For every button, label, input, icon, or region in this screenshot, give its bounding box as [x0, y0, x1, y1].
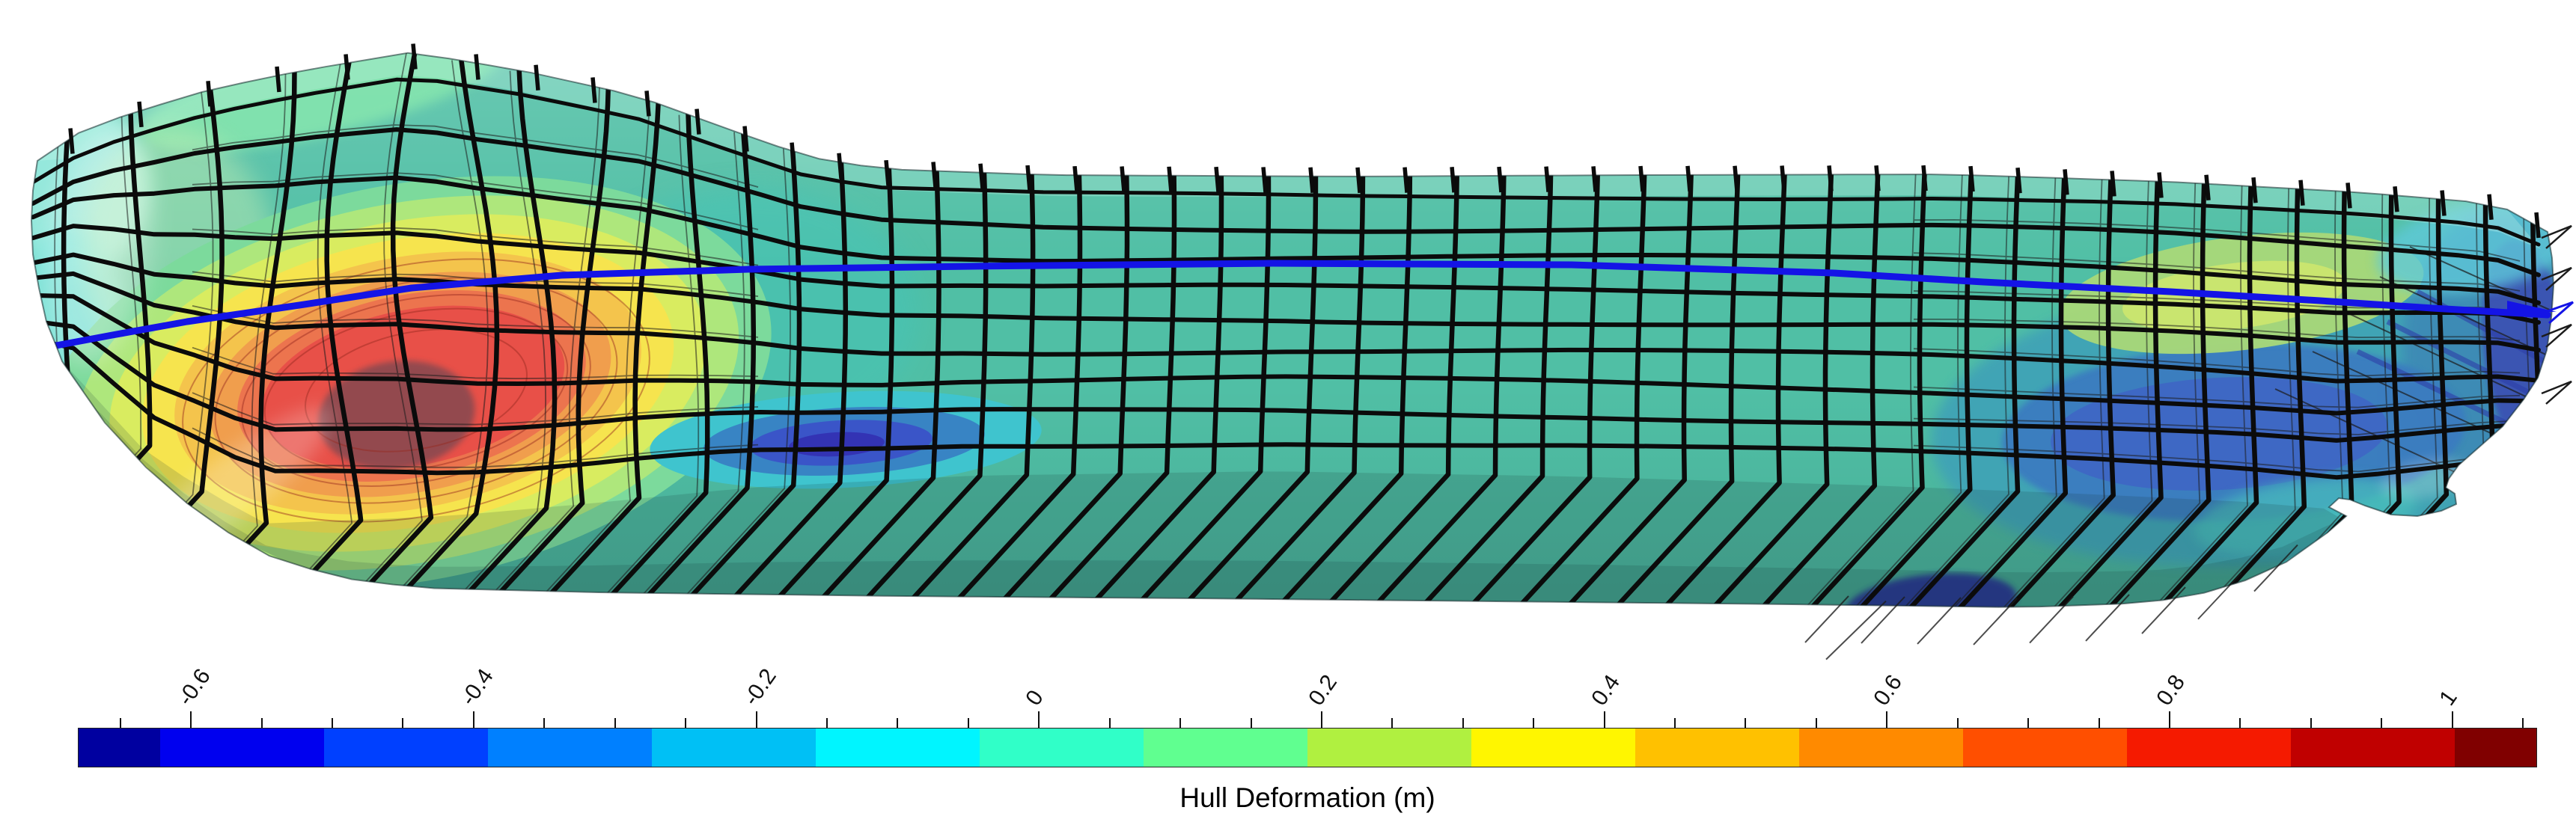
colorbar-minor-tick — [1956, 718, 1959, 728]
colorbar-segment — [79, 729, 161, 767]
colorbar-segment — [980, 729, 1144, 767]
colorbar-minor-tick — [2522, 718, 2524, 728]
colorbar-minor-tick — [1462, 718, 1464, 728]
colorbar-minor-tick — [1108, 718, 1111, 728]
colorbar-tick-label: 1 — [2434, 685, 2462, 711]
contour-patch — [318, 361, 475, 470]
colorbar-segment — [324, 729, 489, 767]
colorbar-major-tick — [472, 711, 474, 728]
colorbar-segment — [2454, 729, 2537, 767]
colorbar-minor-tick — [825, 718, 828, 728]
colorbar-minor-tick — [967, 718, 969, 728]
colorbar-minor-tick — [1533, 718, 1535, 728]
colorbar-tick-label: 0.4 — [1586, 670, 1625, 711]
mesh-overhangs — [30, 43, 2574, 660]
colorbar-tick-label: 0.2 — [1304, 670, 1343, 711]
sheer-line — [31, 77, 2541, 247]
waterline — [52, 260, 2551, 349]
colorbar-segment — [1307, 729, 1471, 767]
colorbar-segment — [2126, 729, 2291, 767]
colorbar-segment — [816, 729, 980, 767]
colorbar-tick-label: 0.8 — [2152, 670, 2191, 711]
colorbar-minor-tick — [1391, 718, 1394, 728]
colorbar-major-tick — [1886, 711, 1888, 728]
colorbar-minor-tick — [685, 718, 687, 728]
colorbar-minor-tick — [2098, 718, 2100, 728]
colorbar-segment — [160, 729, 325, 767]
colorbar-tick-label: 0 — [1021, 685, 1049, 711]
colorbar-major-tick — [755, 711, 757, 728]
colorbar-minor-tick — [119, 718, 121, 728]
colorbar-segment — [1798, 729, 1963, 767]
contour-patch — [1845, 573, 2017, 607]
colorbar-minor-tick — [1815, 718, 1817, 728]
colorbar-segment — [1471, 729, 1635, 767]
colorbar-minor-tick — [331, 718, 333, 728]
colorbar-minor-tick — [2239, 718, 2241, 728]
colorbar-minor-tick — [402, 718, 404, 728]
colorbar-segment — [1635, 729, 1799, 767]
colorbar-tick-label: 0.6 — [1869, 670, 1908, 711]
colorbar-minor-tick — [897, 718, 899, 728]
waterline-end-wedge — [2507, 301, 2557, 312]
colorbar-major-tick — [1603, 711, 1605, 728]
colorbar-minor-tick — [1745, 718, 1747, 728]
colorbar-title: Hull Deformation (m) — [1179, 782, 1435, 813]
colorbar-segment — [2290, 729, 2455, 767]
colorbar-minor-tick — [2381, 718, 2383, 728]
colorbar-segment — [1962, 729, 2127, 767]
colorbar-major-tick — [190, 711, 192, 728]
colorbar-minor-tick — [2027, 718, 2030, 728]
colorbar-tick-label: -0.4 — [455, 664, 498, 711]
colorbar-minor-tick — [260, 718, 263, 728]
colorbar-tick-label: -0.2 — [738, 664, 781, 711]
colorbar-major-tick — [1320, 711, 1322, 728]
colorbar-minor-tick — [2310, 718, 2312, 728]
colorbar-minor-tick — [1674, 718, 1676, 728]
colorbar-segment — [488, 729, 653, 767]
colorbar-major-tick — [1038, 711, 1040, 728]
colorbar-gradient — [78, 728, 2537, 767]
colorbar-major-tick — [2169, 711, 2170, 728]
colorbar-segment — [1144, 729, 1308, 767]
colorbar-segment — [652, 729, 817, 767]
colorbar-tick-label: -0.6 — [173, 664, 216, 711]
colorbar-major-tick — [2451, 711, 2453, 728]
colorbar-minor-tick — [614, 718, 616, 728]
colorbar-minor-tick — [1179, 718, 1181, 728]
colorbar-minor-tick — [543, 718, 546, 728]
colorbar-minor-tick — [1250, 718, 1252, 728]
waterline-end-spike — [2547, 301, 2574, 325]
